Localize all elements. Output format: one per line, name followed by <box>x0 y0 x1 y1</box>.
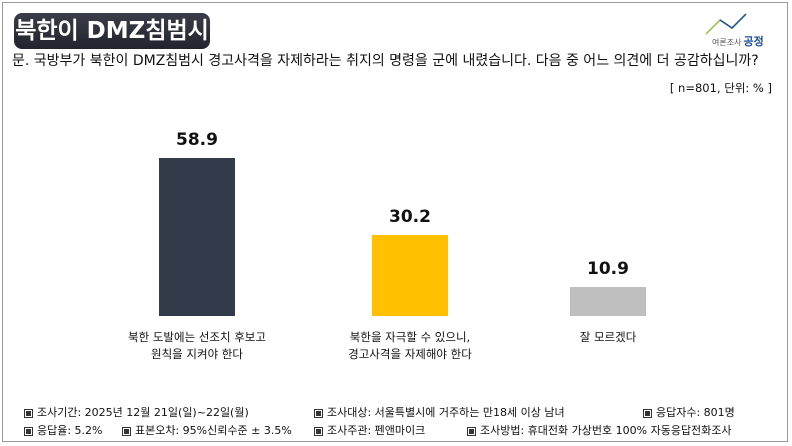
bullet-icon <box>24 426 33 436</box>
page-title: 북한이 DMZ침범시 <box>14 13 210 49</box>
bar <box>372 234 448 316</box>
category-label: 잘 모르겠다 <box>579 330 637 344</box>
logo-icon <box>705 13 747 35</box>
bullet-icon <box>314 426 323 436</box>
logo-text: 여론조사 공정 <box>712 35 764 48</box>
question-text: 문. 국방부가 북한이 DMZ침범시 경고사격을 자제하라는 취지의 명령을 군… <box>12 53 759 69</box>
footer-sample: 응답자수: 801명 <box>643 404 735 420</box>
bullet-icon <box>122 426 131 436</box>
footer-error: 표본오차: 95%신뢰수준 ± 3.5% <box>122 422 292 438</box>
bullet-icon <box>467 426 476 436</box>
footer-sponsor: 조사주관: 펜앤마이크 <box>314 422 425 438</box>
bullet-icon <box>24 408 33 418</box>
category-label: 북한 도발에는 선조치 후보고 원칙을 지켜야 한다 <box>128 330 266 361</box>
bullet-icon <box>314 408 323 418</box>
data-label: 30.2 <box>389 206 431 227</box>
category-label: 북한을 자극할 수 있으니, 경고사격을 자제해야 한다 <box>348 330 472 361</box>
footer-target: 조사대상: 서울특별시에 거주하는 만18세 이상 남녀 <box>314 404 565 420</box>
footer-period: 조사기간: 2025년 12월 21일(일)~22일(월) <box>24 404 249 420</box>
bar <box>159 158 235 316</box>
unit-note: [ n=801, 단위: % ] <box>669 81 772 95</box>
bar <box>570 286 646 316</box>
data-label: 10.9 <box>587 258 629 279</box>
footer-method: 조사방법: 휴대전화 가상번호 100% 자동응답전화조사 <box>467 422 732 438</box>
footer-response-rate: 응답율: 5.2% <box>24 422 103 438</box>
slide-frame <box>2 2 788 442</box>
data-label: 58.9 <box>176 130 218 150</box>
bullet-icon <box>643 408 652 418</box>
